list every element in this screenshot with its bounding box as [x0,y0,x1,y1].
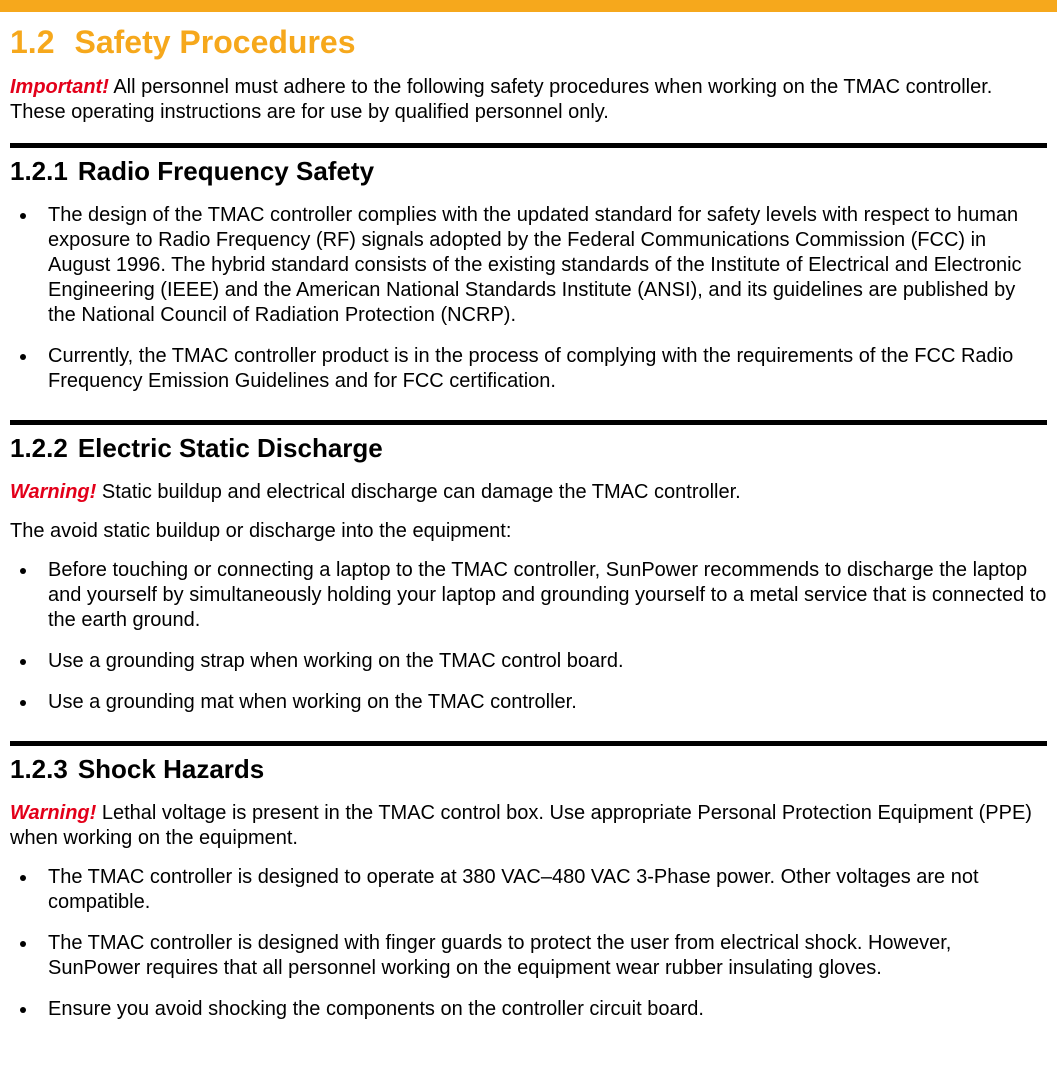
bullet-item: The TMAC controller is designed to opera… [38,865,1047,915]
bullet-item: Use a grounding mat when working on the … [38,690,1047,715]
top-orange-bar [0,0,1057,12]
subsection: 1.2.3 Shock Hazards Warning! Lethal voltag… [10,741,1047,1022]
subsection-heading: 1.2.3 Shock Hazards [10,754,1047,785]
section-divider [10,741,1047,746]
bullet-item: The design of the TMAC controller compli… [38,203,1047,328]
subsection-title-text: Radio Frequency Safety [78,156,374,186]
intro-paragraph: Important! All personnel must adhere to … [10,75,1047,125]
bullet-item: Before touching or connecting a laptop t… [38,558,1047,633]
subsection: 1.2.1 Radio Frequency Safety The design of… [10,143,1047,394]
subsection: 1.2.2 Electric Static Discharge Warning! S… [10,420,1047,715]
bullet-list: Before touching or connecting a laptop t… [10,558,1047,715]
section-heading: 1.2 Safety Procedures [10,24,1047,61]
subsection-title-text: Electric Static Discharge [78,433,383,463]
intro-text: All personnel must adhere to the followi… [10,76,992,123]
warning-label: Warning! [10,481,96,503]
warning-text: Static buildup and electrical discharge … [96,481,740,503]
section-number: 1.2 [10,24,54,61]
bullet-item: Currently, the TMAC controller product i… [38,344,1047,394]
section-divider [10,143,1047,148]
sections-container: 1.2.1 Radio Frequency Safety The design of… [10,143,1047,1022]
warning-text: Lethal voltage is present in the TMAC co… [10,802,1032,849]
subsection-number: 1.2.2 [10,433,68,463]
bullet-item: The TMAC controller is designed with fin… [38,931,1047,981]
warning-paragraph: Warning! Static buildup and electrical d… [10,480,1047,505]
bullet-list: The TMAC controller is designed to opera… [10,865,1047,1022]
bullet-item: Ensure you avoid shocking the components… [38,997,1047,1022]
subsection-title-text: Shock Hazards [78,754,264,784]
warning-label: Warning! [10,802,96,824]
subsection-heading: 1.2.1 Radio Frequency Safety [10,156,1047,187]
lead-paragraph: The avoid static buildup or discharge in… [10,519,1047,544]
subsection-heading: 1.2.2 Electric Static Discharge [10,433,1047,464]
page-content: 1.2 Safety Procedures Important! All pers… [0,24,1057,1022]
subsection-number: 1.2.3 [10,754,68,784]
section-title-text: Safety Procedures [74,24,355,60]
bullet-item: Use a grounding strap when working on th… [38,649,1047,674]
bullet-list: The design of the TMAC controller compli… [10,203,1047,394]
important-label: Important! [10,76,109,98]
section-divider [10,420,1047,425]
subsection-number: 1.2.1 [10,156,68,186]
warning-paragraph: Warning! Lethal voltage is present in th… [10,801,1047,851]
